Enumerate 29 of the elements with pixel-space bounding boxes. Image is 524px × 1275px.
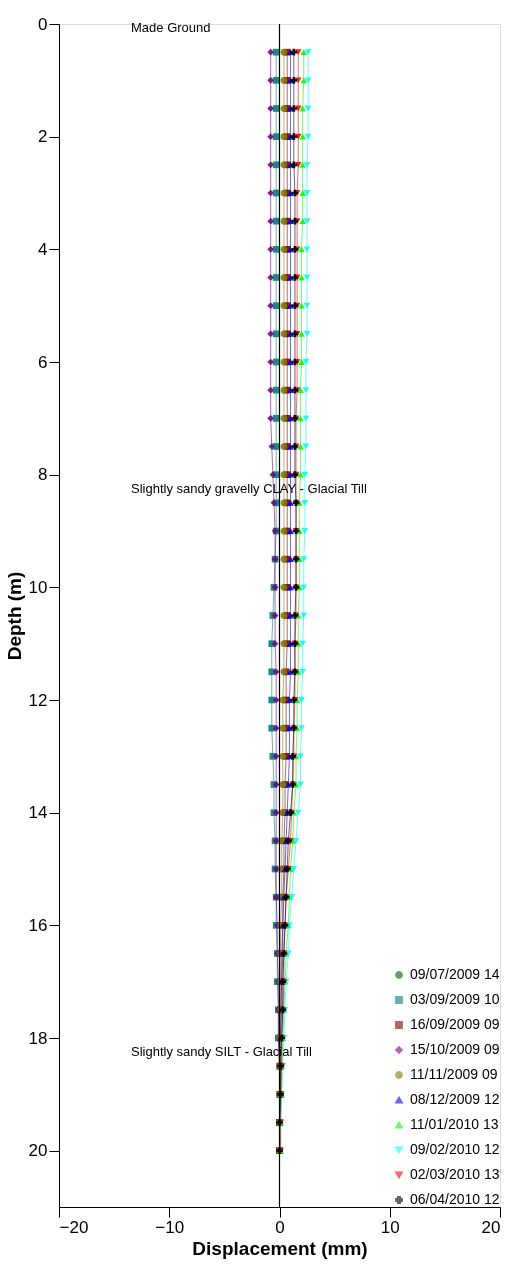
x-tick-label: −10 bbox=[155, 1217, 185, 1237]
y-tick-label: 18 bbox=[28, 1028, 48, 1048]
y-tick-label: 0 bbox=[38, 14, 48, 34]
y-tick-label: 10 bbox=[28, 577, 48, 597]
x-tick-label: 10 bbox=[380, 1217, 400, 1237]
legend-label: 02/03/2010 13 bbox=[410, 1166, 500, 1182]
y-tick-label: 16 bbox=[28, 915, 48, 935]
x-tick-label: 0 bbox=[275, 1217, 285, 1237]
legend-label: 11/01/2010 13 bbox=[410, 1116, 499, 1132]
legend-label: 15/10/2009 09 bbox=[410, 1041, 500, 1057]
annotation: Made Ground bbox=[131, 20, 211, 35]
legend-label: 03/09/2009 10 bbox=[410, 991, 500, 1007]
legend-label: 16/09/2009 09 bbox=[410, 1016, 500, 1032]
legend-label: 06/04/2010 12 bbox=[410, 1191, 500, 1207]
x-tick-label: −20 bbox=[59, 1217, 89, 1237]
x-tick-label: 20 bbox=[481, 1217, 501, 1237]
y-tick-label: 6 bbox=[38, 352, 48, 372]
x-axis-title: Displacement (mm) bbox=[192, 1237, 368, 1259]
y-tick-label: 12 bbox=[28, 690, 48, 710]
legend-label: 09/07/2009 14 bbox=[410, 966, 500, 982]
legend-label: 08/12/2009 12 bbox=[410, 1091, 500, 1107]
y-tick-label: 14 bbox=[28, 803, 48, 823]
y-tick-label: 8 bbox=[38, 465, 48, 485]
y-tick-label: 2 bbox=[38, 127, 48, 147]
y-tick-label: 4 bbox=[38, 239, 48, 259]
y-axis-title: Depth (m) bbox=[3, 571, 25, 661]
legend-label: 11/11/2009 09 bbox=[410, 1066, 498, 1082]
y-tick-label: 20 bbox=[28, 1141, 48, 1161]
legend-label: 09/02/2010 12 bbox=[410, 1141, 500, 1157]
